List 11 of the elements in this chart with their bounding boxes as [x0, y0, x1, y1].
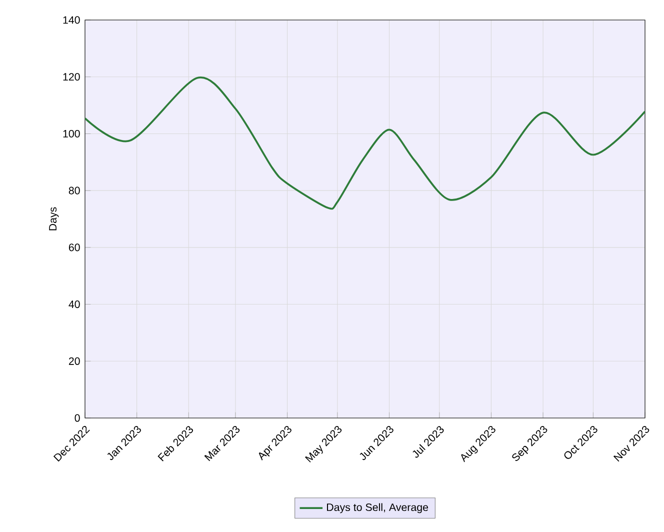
y-tick-label: 100 — [63, 130, 80, 138]
y-tick-label: 140 — [63, 16, 80, 24]
legend-label: Days to Sell, Average — [327, 503, 428, 514]
y-tick-label: 120 — [63, 73, 80, 81]
y-tick-label: 60 — [68, 244, 80, 252]
y-axis-title: Days — [49, 207, 59, 230]
line-series — [85, 76, 646, 210]
y-tick-label: 20 — [68, 357, 80, 365]
y-tick-label: 40 — [68, 300, 80, 308]
y-tick-label: 0 — [74, 414, 80, 422]
y-tick-label: 80 — [68, 186, 80, 194]
